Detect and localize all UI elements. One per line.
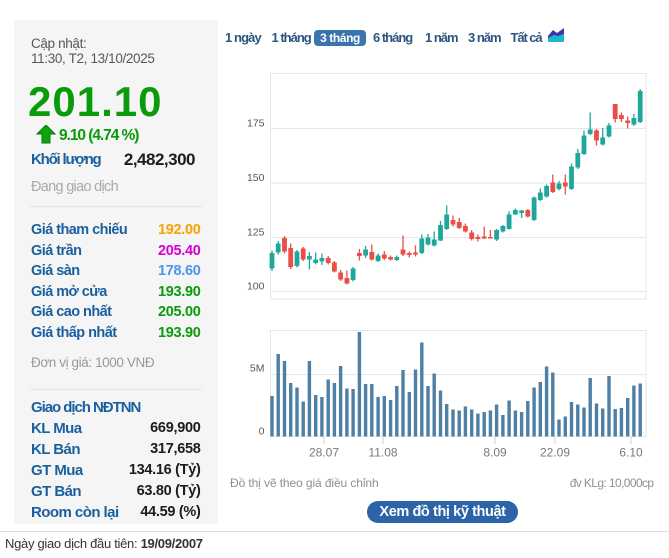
svg-text:100: 100 (247, 280, 265, 292)
svg-text:150: 150 (247, 172, 265, 184)
svg-text:28.07: 28.07 (309, 446, 339, 460)
svg-text:8.09: 8.09 (483, 446, 507, 460)
svg-text:125: 125 (247, 226, 265, 238)
svg-text:6.10: 6.10 (619, 446, 643, 460)
svg-text:22.09: 22.09 (540, 446, 570, 460)
svg-text:11.08: 11.08 (368, 446, 397, 460)
svg-text:175: 175 (247, 117, 265, 129)
svg-text:5M: 5M (250, 363, 265, 375)
svg-text:0: 0 (259, 426, 265, 438)
